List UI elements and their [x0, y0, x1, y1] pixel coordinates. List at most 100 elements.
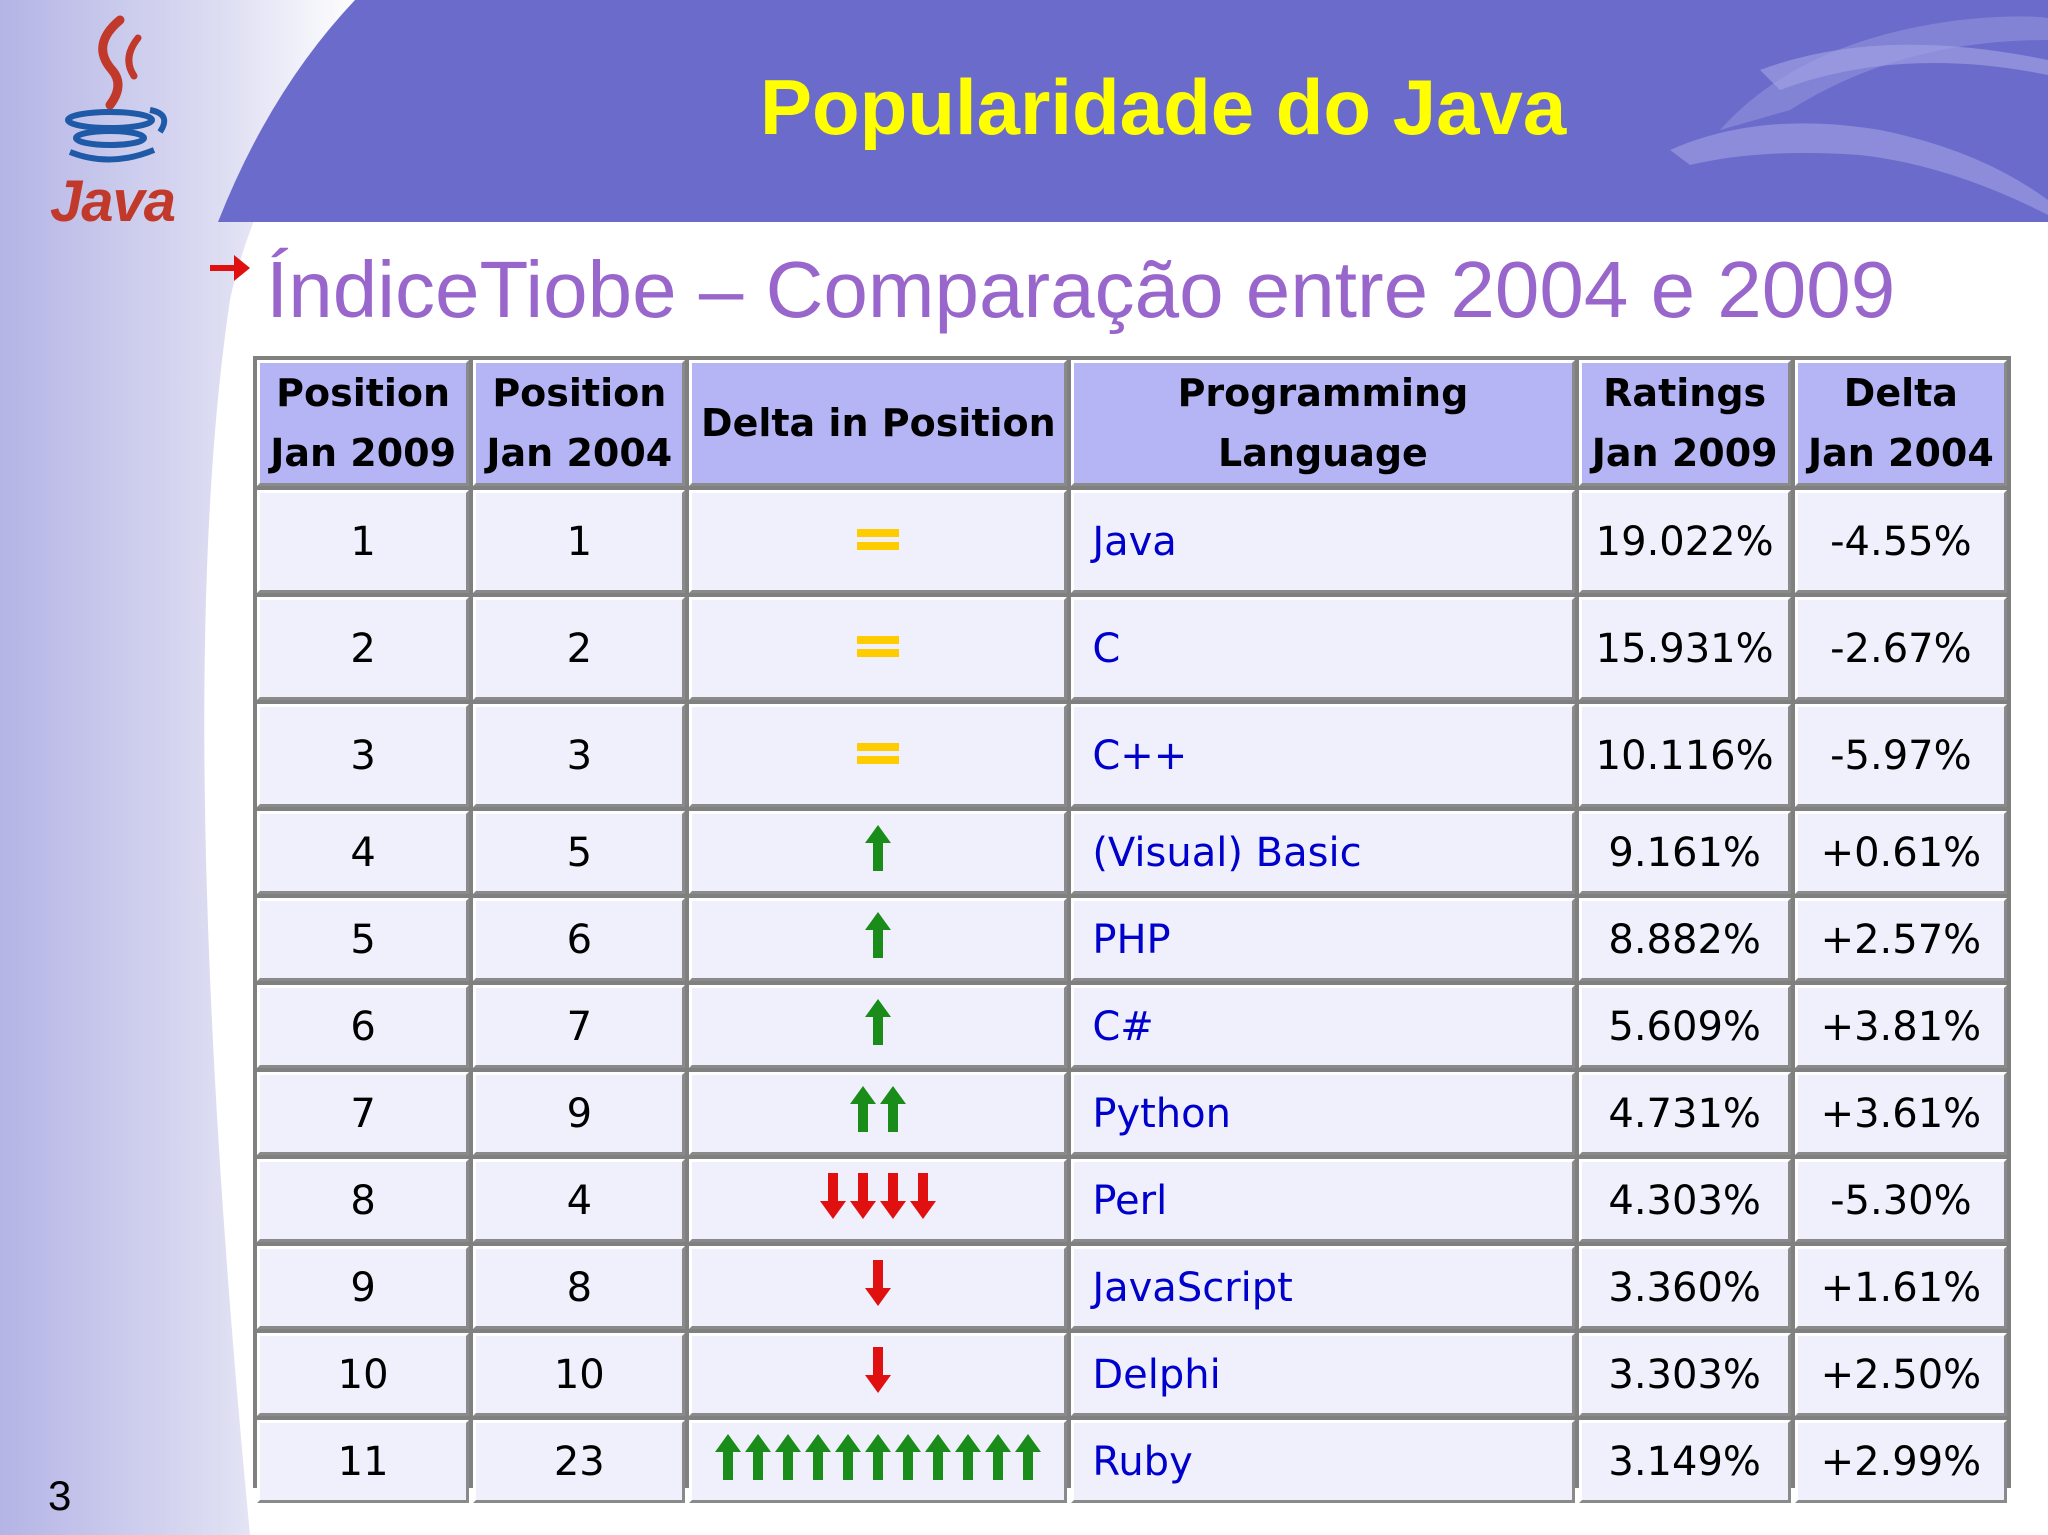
cell-language: Ruby: [1071, 1420, 1575, 1503]
cell-rating: 8.882%: [1578, 898, 1791, 981]
table-row: 1 1 Java 19.022% -4.55%: [257, 490, 2007, 593]
equal-icon: [857, 635, 900, 657]
cell-position-2009: 9: [257, 1246, 470, 1329]
cell-position-2004: 4: [473, 1159, 686, 1242]
cell-rating: 9.161%: [1578, 811, 1791, 894]
arrow-up-icon: [715, 1433, 742, 1480]
delta-position-indicator: [855, 632, 901, 662]
arrow-up-icon: [835, 1433, 862, 1480]
cell-language: Python: [1071, 1072, 1575, 1155]
cell-delta-position: [689, 1333, 1068, 1416]
arrow-up-icon: [925, 1433, 952, 1480]
table-row: 5 6 PHP 8.882% +2.57%: [257, 898, 2007, 981]
table-row: 6 7 C# 5.609% +3.81%: [257, 985, 2007, 1068]
equal-icon: [857, 742, 900, 764]
cell-position-2004: 9: [473, 1072, 686, 1155]
cell-position-2009: 6: [257, 985, 470, 1068]
cell-delta-rating: +2.50%: [1794, 1333, 2007, 1416]
cell-language: C: [1071, 597, 1575, 700]
arrow-up-icon: [985, 1433, 1012, 1480]
delta-position-indicator: [863, 823, 893, 873]
table-header-row: Position Jan 2009 Position Jan 2004 Delta …: [257, 360, 2007, 486]
arrow-down-icon: [910, 1172, 937, 1219]
delta-position-indicator: [863, 910, 893, 960]
delta-position-indicator: [848, 1084, 908, 1134]
delta-position-indicator: [855, 739, 901, 769]
table-row: 2 2 C 15.931% -2.67%: [257, 597, 2007, 700]
delta-position-indicator: [713, 1432, 1043, 1482]
java-logo-text: Java: [50, 169, 176, 234]
header-label: Jan 2004: [486, 431, 673, 475]
cell-position-2004: 7: [473, 985, 686, 1068]
cell-rating: 19.022%: [1578, 490, 1791, 593]
cell-delta-rating: +0.61%: [1794, 811, 2007, 894]
cell-rating: 3.303%: [1578, 1333, 1791, 1416]
cell-language: Delphi: [1071, 1333, 1575, 1416]
page-number: 3: [48, 1472, 72, 1519]
header-ratings: Ratings Jan 2009: [1578, 360, 1791, 486]
cell-language: C++: [1071, 704, 1575, 807]
header-delta-position: Delta in Position: [689, 360, 1068, 486]
delta-position-indicator: [863, 1345, 893, 1395]
cell-delta-rating: -5.97%: [1794, 704, 2007, 807]
cell-position-2004: 5: [473, 811, 686, 894]
header-position-2004: Position Jan 2004: [473, 360, 686, 486]
cell-delta-position: [689, 985, 1068, 1068]
arrow-down-icon: [880, 1172, 907, 1219]
header-label: Delta: [1843, 371, 1958, 415]
cell-language: Perl: [1071, 1159, 1575, 1242]
cell-position-2004: 23: [473, 1420, 686, 1503]
header-label: Delta in Position: [701, 401, 1056, 445]
table-row: 10 10 Delphi 3.303% +2.50%: [257, 1333, 2007, 1416]
arrow-up-icon: [745, 1433, 772, 1480]
cell-delta-rating: +1.61%: [1794, 1246, 2007, 1329]
arrow-up-icon: [865, 1433, 892, 1480]
arrow-up-icon: [775, 1433, 802, 1480]
arrow-down-icon: [850, 1172, 877, 1219]
cell-language: Java: [1071, 490, 1575, 593]
cell-delta-position: [689, 898, 1068, 981]
header-position-2009: Position Jan 2009: [257, 360, 470, 486]
cell-rating: 3.360%: [1578, 1246, 1791, 1329]
arrow-up-icon: [1015, 1433, 1042, 1480]
header-label: Jan 2009: [270, 431, 457, 475]
cell-language: JavaScript: [1071, 1246, 1575, 1329]
cell-position-2009: 5: [257, 898, 470, 981]
table-row: 7 9 Python 4.731% +3.61%: [257, 1072, 2007, 1155]
cell-position-2009: 11: [257, 1420, 470, 1503]
cell-language: (Visual) Basic: [1071, 811, 1575, 894]
cell-delta-rating: +3.61%: [1794, 1072, 2007, 1155]
arrow-down-icon: [865, 1259, 892, 1306]
cell-language: PHP: [1071, 898, 1575, 981]
cell-delta-position: [689, 1420, 1068, 1503]
cell-position-2004: 3: [473, 704, 686, 807]
cell-delta-rating: +3.81%: [1794, 985, 2007, 1068]
cell-delta-position: [689, 490, 1068, 593]
cell-position-2004: 2: [473, 597, 686, 700]
arrow-up-icon: [865, 824, 892, 871]
cell-position-2009: 2: [257, 597, 470, 700]
table-row: 9 8 JavaScript 3.360% +1.61%: [257, 1246, 2007, 1329]
table-row: 3 3 C++ 10.116% -5.97%: [257, 704, 2007, 807]
equal-icon: [857, 528, 900, 550]
arrow-up-icon: [805, 1433, 832, 1480]
cell-delta-rating: -5.30%: [1794, 1159, 2007, 1242]
arrow-up-icon: [895, 1433, 922, 1480]
arrow-up-icon: [865, 911, 892, 958]
cell-delta-position: [689, 1159, 1068, 1242]
arrow-up-icon: [865, 998, 892, 1045]
header-label: Position: [276, 371, 451, 415]
header-delta-rating: Delta Jan 2004: [1794, 360, 2007, 486]
cell-delta-rating: +2.57%: [1794, 898, 2007, 981]
cell-position-2009: 4: [257, 811, 470, 894]
cell-delta-rating: +2.99%: [1794, 1420, 2007, 1503]
header-label: Jan 2009: [1591, 431, 1778, 475]
table-body: 1 1 Java 19.022% -4.55% 2 2 C 15.931% -2.67% 3 3 C++…: [257, 490, 2007, 1503]
cell-rating: 10.116%: [1578, 704, 1791, 807]
cell-language: C#: [1071, 985, 1575, 1068]
cell-position-2009: 7: [257, 1072, 470, 1155]
cell-position-2009: 10: [257, 1333, 470, 1416]
cell-delta-rating: -4.55%: [1794, 490, 2007, 593]
